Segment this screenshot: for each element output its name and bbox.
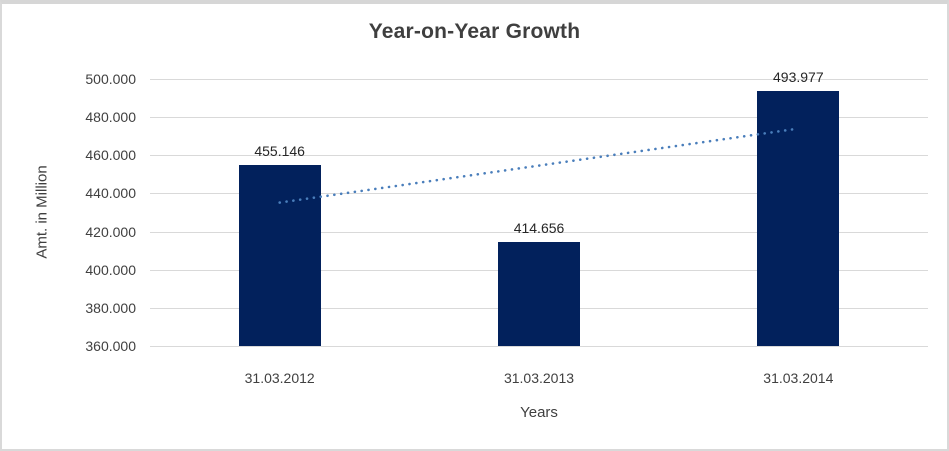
x-tick-label: 31.03.2013 bbox=[503, 370, 575, 386]
gridline bbox=[150, 231, 928, 233]
y-tick-label: 380.000 bbox=[85, 299, 136, 316]
y-tick-label: 360.000 bbox=[85, 338, 136, 354]
x-axis-tick-labels: 31.03.2012 31.03.2013 31.03.2014 bbox=[150, 370, 928, 390]
gridline bbox=[150, 79, 928, 80]
x-axis-title: Years bbox=[520, 404, 558, 421]
gridline bbox=[150, 346, 928, 347]
y-tick-label: 500.000 bbox=[85, 71, 136, 87]
chart-title: Year-on-Year Growth bbox=[368, 20, 581, 43]
gridline bbox=[150, 117, 928, 119]
gridline bbox=[150, 193, 928, 195]
y-tick-label: 460.000 bbox=[85, 147, 136, 164]
y-tick-label: 440.000 bbox=[85, 185, 136, 202]
bar-data-label: 455.146 bbox=[254, 142, 305, 159]
y-tick-label: 420.000 bbox=[85, 223, 136, 240]
bar-data-label: 414.656 bbox=[513, 219, 565, 236]
plot-area: 455.146 414.656 493.977 bbox=[150, 69, 928, 347]
gridline bbox=[150, 155, 928, 157]
x-tick-label: 31.03.2012 bbox=[244, 370, 315, 386]
bar-data-label: 493.977 bbox=[773, 68, 824, 85]
trendline bbox=[278, 127, 800, 204]
y-axis-tick-labels: 360.000 380.000 400.000 420.000 440.000 460.0… bbox=[2, 71, 142, 354]
x-tick-label: 31.03.2014 bbox=[763, 370, 834, 386]
y-tick-label: 480.000 bbox=[85, 109, 136, 126]
bar bbox=[238, 164, 321, 346]
y-tick-label: 400.000 bbox=[85, 261, 136, 278]
bar bbox=[498, 241, 580, 346]
